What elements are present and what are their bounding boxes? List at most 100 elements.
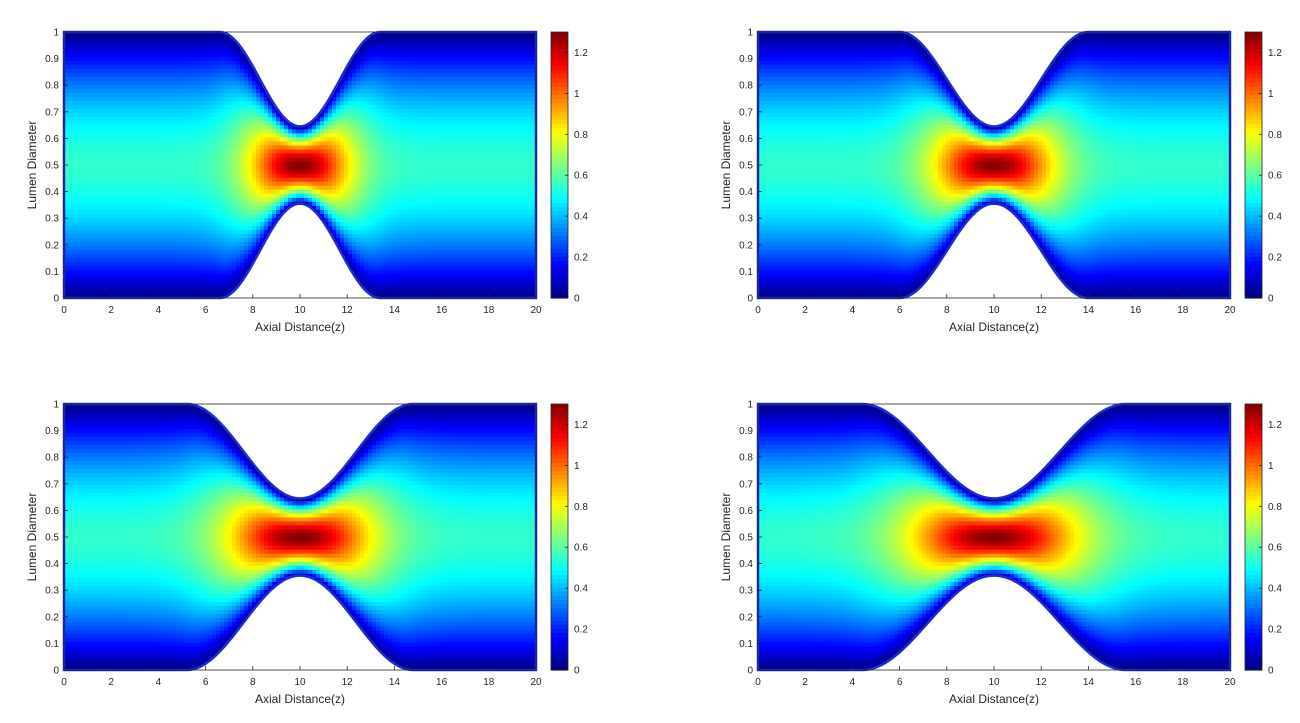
y-tick-label: 0.5 <box>45 533 59 544</box>
colorbar-tick-label: 0 <box>574 294 580 305</box>
x-tick-label: 14 <box>1083 305 1095 316</box>
x-tick-label: 12 <box>1036 677 1048 688</box>
y-tick-label: 0.7 <box>45 479 59 490</box>
y-tick-label: 1 <box>53 28 59 39</box>
y-axis-label: Lumen Diameter <box>25 493 39 582</box>
y-tick-label: 0.8 <box>739 81 753 92</box>
x-tick-label: 10 <box>988 677 1000 688</box>
colorbar-tick-label: 1.2 <box>1268 48 1282 59</box>
colorbar-tick-label: 0.2 <box>1268 625 1282 636</box>
y-tick-label: 0.9 <box>45 426 59 437</box>
y-tick-label: 0.6 <box>739 506 753 517</box>
y-tick-label: 0.3 <box>739 214 753 225</box>
x-tick-label: 4 <box>850 677 856 688</box>
y-tick-label: 0.2 <box>45 240 59 251</box>
y-tick-label: 0.2 <box>739 240 753 251</box>
x-tick-label: 2 <box>802 677 808 688</box>
x-tick-label: 20 <box>1224 305 1236 316</box>
x-tick-label: 16 <box>436 305 448 316</box>
chart-panel-top-left: 0 2 4 6 8 10 12 14 16 18 2000.10.20.30.40.50.60.70… <box>25 28 588 335</box>
colorbar: 0 0.2 0.4 0.6 0.8 1 1.2 <box>1244 31 1282 305</box>
y-tick-label: 0.1 <box>45 267 59 278</box>
colorbar-tick-label: 0 <box>1268 666 1274 677</box>
y-tick-label: 0.1 <box>45 639 59 650</box>
x-tick-label: 6 <box>203 305 209 316</box>
x-tick-label: 4 <box>850 305 856 316</box>
colorbar: 0 0.2 0.4 0.6 0.8 1 1.2 <box>550 31 588 305</box>
colorbar-tick-label: 0.4 <box>574 584 588 595</box>
colorbar-tick-label: 0.8 <box>574 130 588 141</box>
colorbar: 0 0.2 0.4 0.6 0.8 1 1.2 <box>550 403 588 677</box>
colorbar-tick-label: 0.8 <box>1268 130 1282 141</box>
y-tick-label: 1 <box>53 400 59 411</box>
y-tick-label: 0.4 <box>739 559 753 570</box>
y-tick-label: 0.4 <box>45 187 59 198</box>
chart-panel-top-right: 0 2 4 6 8 10 12 14 16 18 2000.10.20.30.40.50.60.70… <box>719 28 1282 335</box>
x-tick-label: 14 <box>389 305 401 316</box>
y-tick-label: 0.1 <box>739 267 753 278</box>
y-tick-label: 0.3 <box>45 214 59 225</box>
x-tick-label: 8 <box>250 677 256 688</box>
colorbar-tick-label: 1.2 <box>574 420 588 431</box>
y-tick-label: 1 <box>747 400 753 411</box>
y-tick-label: 0.6 <box>45 506 59 517</box>
y-tick-label: 0.8 <box>45 81 59 92</box>
heatmap-field <box>64 32 536 298</box>
y-tick-label: 0 <box>53 294 59 305</box>
colorbar-tick-label: 1 <box>574 89 580 100</box>
x-tick-label: 10 <box>294 677 306 688</box>
x-tick-label: 18 <box>1177 677 1189 688</box>
x-tick-label: 2 <box>108 677 114 688</box>
colorbar-tick-label: 1 <box>574 461 580 472</box>
colorbar-tick-label: 0.4 <box>574 212 588 223</box>
x-tick-label: 14 <box>389 677 401 688</box>
chart-panel-bottom-right: 0 2 4 6 8 10 12 14 16 18 2000.10.20.30.40.50.60.70… <box>719 400 1282 707</box>
x-tick-label: 4 <box>156 305 162 316</box>
x-tick-label: 16 <box>1130 677 1142 688</box>
y-tick-label: 0.5 <box>739 161 753 172</box>
x-tick-label: 12 <box>1036 305 1048 316</box>
y-tick-label: 0.5 <box>45 161 59 172</box>
x-tick-label: 4 <box>156 677 162 688</box>
x-axis-label: Axial Distance(z) <box>949 320 1039 334</box>
x-axis-label: Axial Distance(z) <box>255 320 345 334</box>
y-tick-label: 0.9 <box>739 54 753 65</box>
colorbar-tick-label: 0.6 <box>1268 171 1282 182</box>
heatmap-field <box>758 404 1230 670</box>
colorbar-tick-label: 0.6 <box>1268 543 1282 554</box>
x-tick-label: 10 <box>294 305 306 316</box>
chart-panel-bottom-left: 0 2 4 6 8 10 12 14 16 18 2000.10.20.30.40.50.60.70… <box>25 400 588 707</box>
x-axis-label: Axial Distance(z) <box>255 692 345 706</box>
colorbar-tick-label: 0.2 <box>1268 253 1282 264</box>
colorbar-tick-label: 1 <box>1268 461 1274 472</box>
y-tick-label: 1 <box>747 28 753 39</box>
x-tick-label: 2 <box>108 305 114 316</box>
colorbar-tick-label: 0.8 <box>1268 502 1282 513</box>
colorbar-tick-label: 1.2 <box>574 48 588 59</box>
x-tick-label: 6 <box>897 677 903 688</box>
y-tick-label: 0 <box>747 666 753 677</box>
x-tick-label: 8 <box>944 677 950 688</box>
x-tick-label: 20 <box>530 305 542 316</box>
y-tick-label: 0.7 <box>45 107 59 118</box>
x-tick-label: 6 <box>897 305 903 316</box>
y-tick-label: 0.7 <box>739 479 753 490</box>
y-tick-label: 0.3 <box>45 586 59 597</box>
colorbar-tick-label: 0.6 <box>574 543 588 554</box>
x-tick-label: 20 <box>1224 677 1236 688</box>
colorbar-tick-label: 0 <box>574 666 580 677</box>
x-tick-label: 10 <box>988 305 1000 316</box>
colorbar-tick-label: 1 <box>1268 89 1274 100</box>
y-axis-label: Lumen Diameter <box>25 121 39 210</box>
x-tick-label: 2 <box>802 305 808 316</box>
colorbar-tick-label: 0.4 <box>1268 212 1282 223</box>
x-tick-label: 8 <box>250 305 256 316</box>
y-tick-label: 0.9 <box>739 426 753 437</box>
y-tick-label: 0.3 <box>739 586 753 597</box>
y-axis-label: Lumen Diameter <box>719 121 733 210</box>
y-tick-label: 0.6 <box>45 134 59 145</box>
heatmap-field <box>758 32 1230 298</box>
x-tick-label: 8 <box>944 305 950 316</box>
colorbar-tick-label: 0.6 <box>574 171 588 182</box>
